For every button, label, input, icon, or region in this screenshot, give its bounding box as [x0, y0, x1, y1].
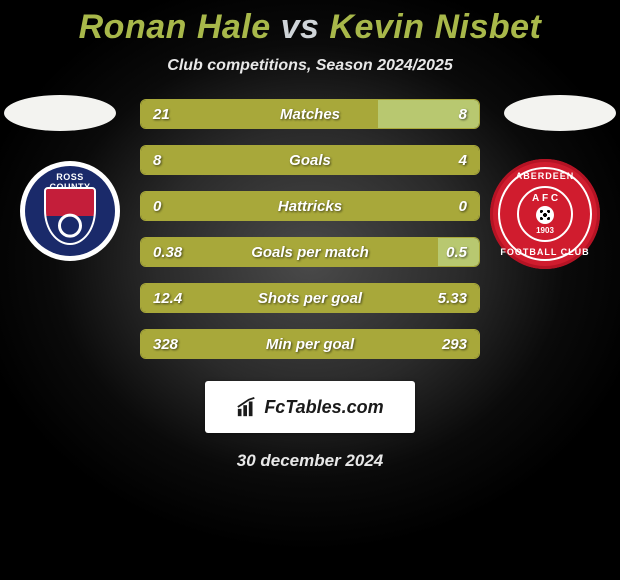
vs-text: vs	[281, 8, 320, 46]
comparison-infographic: Ronan Hale vs Kevin Nisbet Club competit…	[0, 0, 620, 580]
stat-bar: 0.38Goals per match0.5	[140, 237, 480, 267]
stat-value-right: 293	[442, 336, 479, 353]
team2-badge-top-text: ABERDEEN	[500, 171, 591, 181]
page-title: Ronan Hale vs Kevin Nisbet	[0, 0, 620, 47]
stat-label: Matches	[141, 106, 479, 123]
aberdeen-badge: ABERDEEN A F C 1903 FOOTBALL CLUB	[490, 159, 600, 269]
stat-label: Goals	[141, 152, 479, 169]
ross-county-badge: ROSSCOUNTY	[20, 161, 120, 261]
bar-chart-icon	[236, 396, 258, 418]
date: 30 december 2024	[0, 451, 620, 471]
team2-badge-bottom-text: FOOTBALL CLUB	[500, 247, 591, 257]
stat-label: Min per goal	[141, 336, 479, 353]
stat-label: Goals per match	[141, 244, 479, 261]
stat-value-right: 5.33	[438, 290, 479, 307]
stat-bar: 21Matches8	[140, 99, 480, 129]
stat-value-right: 8	[459, 106, 479, 123]
stat-value-right: 0.5	[446, 244, 479, 261]
football-icon	[536, 206, 554, 224]
player2-name: Kevin Nisbet	[329, 8, 541, 46]
player2-photo-placeholder	[504, 95, 616, 131]
stat-bar: 12.4Shots per goal5.33	[140, 283, 480, 313]
team2-year: 1903	[536, 226, 554, 235]
watermark: FcTables.com	[205, 381, 415, 433]
stat-bar: 0Hattricks0	[140, 191, 480, 221]
stat-bar: 328Min per goal293	[140, 329, 480, 359]
team2-monogram: A F C	[532, 193, 558, 204]
player1-photo-placeholder	[4, 95, 116, 131]
stats-bars: 21Matches88Goals40Hattricks00.38Goals pe…	[140, 99, 480, 359]
subtitle: Club competitions, Season 2024/2025	[0, 57, 620, 75]
stat-bar: 8Goals4	[140, 145, 480, 175]
stat-label: Hattricks	[141, 198, 479, 215]
stat-value-right: 4	[459, 152, 479, 169]
stat-label: Shots per goal	[141, 290, 479, 307]
comparison-body: ROSSCOUNTY ABERDEEN A F C 1903 FOOTBALL …	[0, 99, 620, 359]
player1-name: Ronan Hale	[79, 8, 271, 46]
team1-shield-icon	[44, 187, 96, 245]
team2-badge: ABERDEEN A F C 1903 FOOTBALL CLUB	[490, 159, 600, 269]
team1-badge: ROSSCOUNTY	[20, 161, 120, 261]
watermark-text: FcTables.com	[264, 397, 383, 418]
stat-value-right: 0	[459, 198, 479, 215]
